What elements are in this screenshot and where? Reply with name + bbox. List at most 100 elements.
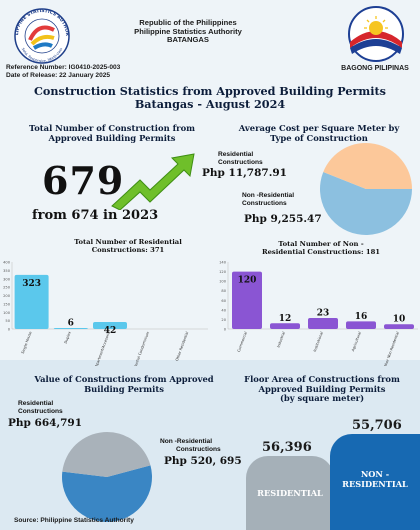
- reference-block: Reference Number: IG0410-2025-003 Date o…: [6, 64, 120, 80]
- header-line-2: Philippine Statistics Authority: [134, 26, 242, 36]
- reference-number: Reference Number: IG0410-2025-003: [6, 64, 121, 71]
- nonres-bar: [232, 271, 262, 329]
- nonres-chart-title-line-2: Residential Constructions: 181: [261, 248, 381, 256]
- value-res-label-line-2: Constructions: [18, 407, 63, 415]
- res-bar: [14, 274, 49, 329]
- floor-nonres-label: NON - RESIDENTIAL: [330, 469, 420, 489]
- res-x-tick: Duplex: [64, 330, 72, 344]
- res-bar: [93, 321, 127, 329]
- value-nonres-label-line-1: Non -Residential: [160, 438, 213, 445]
- floor-nonres-card: NON - RESIDENTIAL: [330, 434, 420, 530]
- res-chart-title-line-1: Total Number of Residential: [74, 238, 182, 246]
- avg-nonres-label-line-1: Non -Residential: [242, 192, 295, 199]
- nonres-y-tick: 100: [219, 280, 227, 284]
- value-nonres-label-line-2: Constructions: [176, 445, 221, 453]
- value-res-label-line-1: Residential: [18, 400, 54, 407]
- value-res-value: Php 664,791: [8, 417, 83, 429]
- nonres-chart-title: Total Number of Non - Residential Constr…: [226, 240, 416, 256]
- page-title: Construction Statistics from Approved Bu…: [0, 85, 420, 111]
- total-heading: Total Number of Construction from Approv…: [14, 123, 210, 143]
- value-pie-slice: [62, 432, 151, 477]
- avg-res-label-line-1: Residential: [218, 151, 254, 158]
- nonres-x-tick: Institutional: [313, 331, 324, 352]
- res-data-label: 6: [68, 318, 74, 328]
- value-nonres-value: Php 520, 695: [164, 455, 242, 467]
- nonres-x-tick: Industrial: [276, 331, 286, 348]
- header-line-1: Republic of the Philippines: [139, 18, 237, 27]
- release-date: Date of Release: 22 January 2025: [6, 72, 111, 79]
- nonres-x-tick: Commercial: [237, 331, 248, 353]
- value-heading-line-2: Building Permits: [84, 383, 164, 394]
- nonres-bar: [270, 323, 300, 329]
- total-heading-line-1: Total Number of Construction from: [28, 123, 196, 133]
- nonres-chart-title-line-1: Total Number of Non -: [278, 240, 364, 248]
- title-line-1: Construction Statistics from Approved Bu…: [34, 84, 386, 98]
- nonres-y-tick: 60: [221, 299, 226, 303]
- nonres-y-tick: 40: [221, 308, 226, 312]
- avg-res-label: Residential Constructions: [218, 151, 263, 166]
- floor-nonres-label-line-1: NON -: [360, 469, 390, 479]
- bagong-pilipinas-logo: [348, 6, 404, 62]
- source-note: Source: Philippine Statistics Authority: [14, 517, 134, 524]
- avg-res-value: Php 11,787.91: [202, 167, 287, 179]
- res-data-label: 323: [22, 279, 41, 289]
- avg-cost-heading-line-2: Type of Construction: [270, 132, 368, 143]
- floor-nonres-value: 55,706: [352, 418, 402, 433]
- nonres-data-label: 120: [238, 276, 257, 286]
- agency-header: Republic of the Philippines Philippine S…: [90, 18, 286, 45]
- nonres-y-tick: 0: [224, 328, 227, 332]
- res-y-tick: 100: [3, 311, 11, 315]
- avg-nonres-label-line-2: Constructions: [242, 199, 287, 207]
- nonres-y-tick: 140: [219, 261, 227, 265]
- title-line-2: Batangas - August 2024: [134, 97, 286, 111]
- res-y-tick: 0: [8, 328, 11, 332]
- res-y-tick: 150: [3, 302, 11, 306]
- avg-nonres-value: Php 9,255.47: [244, 213, 322, 225]
- floor-nonres-label-line-2: RESIDENTIAL: [342, 478, 408, 489]
- res-x-tick: Residential Condominium: [131, 331, 151, 366]
- value-nonres-label: Non -Residential Constructions: [160, 438, 221, 453]
- floor-res-card: RESIDENTIAL: [246, 456, 334, 530]
- value-pie-chart: [62, 432, 153, 522]
- floor-res-value: 56,396: [262, 440, 312, 455]
- avg-cost-heading-line-1: Average Cost per Square Meter by: [238, 123, 400, 133]
- nonres-data-label: 12: [279, 314, 292, 324]
- nonres-bar: [384, 324, 414, 329]
- nonres-y-tick: 80: [221, 289, 226, 293]
- avg-cost-pie-slice: [320, 172, 412, 235]
- value-heading-line-1: Value of Constructions from Approved: [34, 374, 214, 384]
- floor-heading-line-3: (by square meter): [279, 393, 365, 404]
- res-x-tick: Single House: [21, 330, 33, 354]
- nonres-x-tick: Agricultural: [351, 331, 362, 352]
- bagong-pilipinas-label: BAGONG PILIPINAS: [341, 65, 409, 72]
- trend-up-arrow-icon: [111, 153, 195, 210]
- nonres-data-label: 23: [317, 308, 330, 318]
- res-y-tick: 400: [3, 261, 11, 265]
- res-bar: [53, 327, 88, 329]
- avg-cost-heading: Average Cost per Square Meter by Type of…: [226, 123, 412, 143]
- residential-bar-chart: 0 50 100 150 200 250 300 350 400 323 Single House 6…: [3, 261, 208, 366]
- res-data-label: 42: [104, 326, 117, 336]
- nonres-bar: [308, 317, 338, 329]
- res-y-tick: 50: [5, 319, 10, 323]
- header-line-3: BATANGAS: [167, 35, 209, 45]
- floor-heading-line-1: Floor Area of Constructions from: [244, 374, 400, 384]
- nonres-bar: [346, 321, 376, 329]
- res-x-tick: Other Residential: [175, 331, 189, 362]
- total-value: 679: [42, 158, 125, 203]
- res-x-tick: Apartment/Accesoria: [94, 331, 111, 366]
- avg-res-label-line-2: Constructions: [218, 158, 263, 166]
- res-chart-title: Total Number of Residential Construction…: [30, 238, 226, 254]
- nonres-y-tick: 120: [219, 270, 227, 274]
- res-y-tick: 300: [3, 277, 11, 281]
- nonres-data-label: 16: [355, 312, 368, 322]
- res-chart-title-line-2: Constructions: 371: [91, 246, 165, 254]
- nonres-data-label: 10: [393, 315, 406, 325]
- floor-heading-line-2: Approved Building Permits: [258, 383, 386, 394]
- res-y-tick: 350: [3, 269, 11, 273]
- res-y-tick: 200: [3, 294, 11, 298]
- nonres-x-tick: Other Non-Residential: [383, 331, 400, 366]
- res-y-tick: 250: [3, 286, 11, 290]
- psa-logo: PHILIPPINE STATISTICS AUTHORITY Solid, R…: [8, 6, 70, 64]
- nonresidential-bar-chart: 0 20 40 60 80 100 120 140 120 Commercial 12 Industr…: [219, 261, 418, 366]
